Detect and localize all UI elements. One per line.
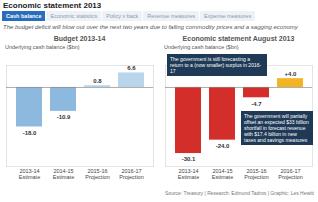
- html-text:Economic statement August 2013: Economic statement August 2013: [182, 35, 295, 42]
- html-text:The government is still foreca: The government is still forecasting a re…: [170, 56, 262, 74]
- svg-text:2013-14Estimate: 2013-14Estimate: [178, 168, 199, 180]
- html-text:Policy v back: Policy v back: [106, 13, 139, 19]
- svg-text:2016-17Projection: 2016-17Projection: [278, 168, 302, 180]
- svg-text:2014-15Estimate: 2014-15Estimate: [212, 168, 233, 180]
- svg-text:0.8: 0.8: [93, 78, 102, 84]
- svg-text:-24.0: -24.0: [216, 143, 230, 149]
- svg-text:2016-17Projection: 2016-17Projection: [119, 168, 143, 180]
- svg-text:2015-16Projection: 2015-16Projection: [244, 168, 268, 180]
- svg-text:-10.9: -10.9: [57, 114, 71, 120]
- html-text:The government will partially: The government will partially offset an …: [244, 113, 309, 143]
- html-text:The budget deficit will blow o: The budget deficit will blow out over th…: [3, 24, 298, 30]
- html-text:Revenue measures: Revenue measures: [147, 13, 195, 19]
- svg-text:+4.0: +4.0: [285, 71, 298, 77]
- html-text:Budget 2013-14: Budget 2013-14: [53, 35, 106, 42]
- svg-text:-4.7: -4.7: [251, 101, 262, 107]
- svg-text:-18.0: -18.0: [23, 130, 37, 136]
- svg-text:6.6: 6.6: [127, 65, 136, 71]
- html-text:Expense measures: Expense measures: [204, 13, 252, 19]
- svg-text:2013-14Estimate: 2013-14Estimate: [19, 168, 40, 180]
- html-text:Cash balance: Cash balance: [6, 13, 42, 19]
- html-text:Source: Treasury | Research: E: Source: Treasury | Research: Edmund Tadr…: [165, 190, 314, 196]
- svg-text:2015-16Projection: 2015-16Projection: [85, 168, 109, 180]
- html-text:Underlying cash balance ($bn): Underlying cash balance ($bn): [164, 44, 239, 50]
- svg-text:-30.1: -30.1: [182, 156, 196, 162]
- html-text:Economic statistics: Economic statistics: [50, 13, 98, 19]
- svg-text:2014-15Estimate: 2014-15Estimate: [53, 168, 74, 180]
- html-text:Economic statement 2013: Economic statement 2013: [3, 1, 102, 10]
- html-text:Underlying cash balance ($bn): Underlying cash balance ($bn): [5, 44, 80, 50]
